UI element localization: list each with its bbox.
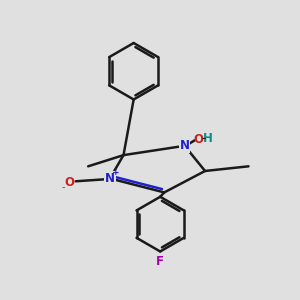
Text: O: O: [64, 176, 74, 189]
Text: N: N: [105, 172, 115, 185]
Text: O: O: [193, 133, 203, 146]
Text: +: +: [112, 168, 120, 177]
Text: H: H: [202, 132, 212, 145]
Text: -: -: [201, 133, 205, 146]
Text: -: -: [61, 182, 65, 193]
Text: N: N: [180, 139, 190, 152]
Text: F: F: [156, 255, 164, 268]
